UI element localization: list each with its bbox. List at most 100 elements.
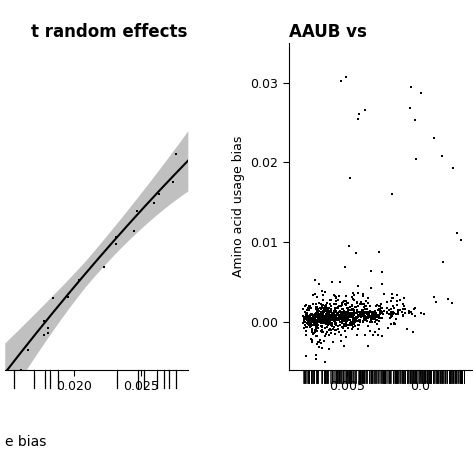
Point (373, 316, 381, 324)
Point (342, 301, 349, 308)
Point (345, 309, 353, 317)
Point (343, 309, 350, 316)
Point (314, 313, 321, 320)
Point (388, 191, 396, 198)
Point (369, 316, 377, 323)
Point (321, 306, 328, 314)
Point (313, 312, 321, 319)
Point (322, 305, 329, 312)
Point (301, 315, 309, 322)
Point (368, 309, 376, 317)
Point (332, 293, 340, 301)
Point (420, 310, 428, 318)
Point (348, 301, 356, 309)
Point (339, 309, 346, 317)
Point (365, 308, 372, 316)
Point (333, 313, 340, 321)
Point (316, 310, 323, 318)
Point (400, 294, 408, 301)
Point (360, 306, 367, 314)
Point (314, 312, 321, 319)
Point (331, 316, 339, 324)
Point (315, 312, 322, 320)
Point (328, 316, 336, 324)
Point (315, 315, 323, 322)
Point (372, 313, 379, 320)
Point (430, 134, 438, 141)
Point (314, 321, 322, 328)
Point (357, 298, 365, 306)
Point (386, 314, 394, 322)
Point (341, 317, 348, 325)
Point (330, 317, 338, 325)
Point (375, 306, 383, 313)
Point (310, 311, 317, 319)
Point (302, 313, 310, 320)
Point (316, 299, 323, 307)
Point (315, 313, 323, 321)
Point (313, 316, 321, 324)
Point (375, 249, 383, 256)
Point (317, 304, 325, 311)
Point (310, 317, 318, 325)
Point (394, 306, 402, 313)
Point (309, 318, 316, 326)
Point (336, 316, 343, 324)
Point (322, 311, 330, 319)
Point (311, 317, 319, 324)
Point (300, 305, 307, 313)
Point (365, 310, 373, 318)
Point (334, 322, 341, 330)
Point (150, 199, 158, 207)
Point (333, 315, 341, 322)
Point (320, 316, 328, 324)
Point (312, 306, 320, 313)
Point (317, 309, 324, 316)
Point (374, 331, 382, 338)
Point (356, 322, 363, 329)
Point (312, 332, 320, 340)
Point (356, 308, 364, 316)
Point (373, 320, 380, 328)
Point (333, 326, 340, 334)
Point (325, 310, 332, 318)
Point (347, 312, 355, 319)
Point (341, 313, 348, 321)
Point (338, 314, 346, 322)
Point (369, 311, 377, 319)
Point (311, 317, 319, 324)
Point (394, 308, 401, 316)
Point (390, 305, 398, 312)
Point (315, 316, 322, 323)
Point (353, 313, 360, 321)
Point (312, 319, 320, 327)
Point (341, 327, 348, 334)
Point (307, 322, 315, 329)
Point (314, 319, 321, 327)
Point (338, 315, 346, 322)
Point (342, 317, 350, 325)
Point (324, 314, 331, 321)
Point (308, 328, 316, 336)
Point (327, 314, 334, 322)
Point (361, 313, 368, 321)
Point (388, 310, 396, 318)
Point (304, 313, 311, 320)
Point (376, 302, 383, 310)
Point (323, 300, 331, 307)
Point (358, 313, 365, 320)
Point (354, 311, 362, 319)
Point (317, 309, 325, 316)
Point (346, 312, 354, 320)
Point (350, 291, 357, 298)
Point (377, 304, 384, 312)
Point (333, 309, 340, 317)
Point (307, 317, 315, 325)
Point (361, 331, 368, 339)
Point (311, 310, 319, 318)
Point (324, 320, 332, 328)
Point (303, 315, 311, 322)
Point (342, 318, 350, 325)
Point (303, 331, 310, 338)
Point (339, 298, 347, 306)
